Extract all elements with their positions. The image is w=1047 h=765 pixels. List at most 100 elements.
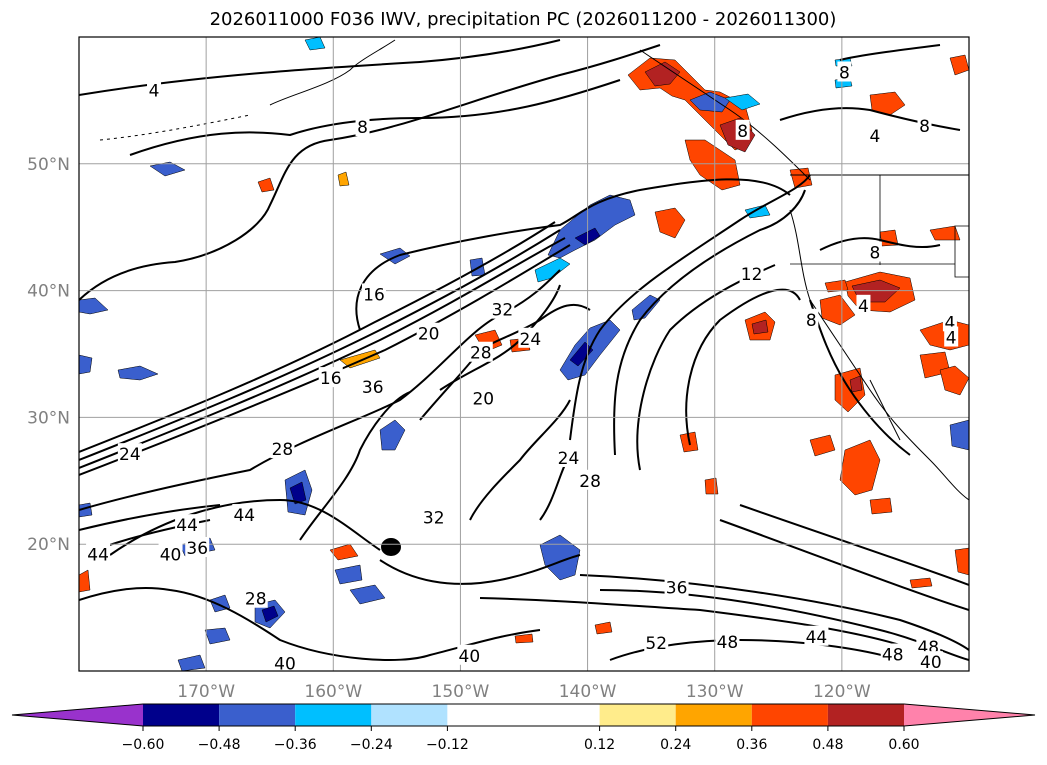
iwv-contour bbox=[579, 574, 969, 651]
colorbar-tick-label: 0.36 bbox=[736, 737, 767, 753]
precip-patch bbox=[261, 605, 279, 623]
iwv-contour bbox=[129, 79, 621, 156]
precip-patch bbox=[644, 61, 681, 87]
colorbar-tick-label: 0.60 bbox=[888, 737, 919, 753]
contour-label-bg bbox=[421, 506, 446, 527]
contour-label: 36 bbox=[362, 378, 384, 398]
alaska-peninsula-coast bbox=[269, 39, 396, 106]
contour-label: 36 bbox=[666, 578, 688, 598]
precip-patch bbox=[334, 564, 363, 585]
contour-label: 28 bbox=[579, 472, 601, 492]
colorbar-tick-label: −0.24 bbox=[350, 737, 393, 753]
lon-tick-label: 150°W bbox=[432, 682, 490, 702]
contour-label: 44 bbox=[233, 506, 255, 526]
contour-label-bg bbox=[735, 119, 750, 140]
contour-label: 36 bbox=[186, 539, 208, 559]
precip-patch bbox=[204, 627, 231, 645]
contour-label-bg bbox=[185, 537, 210, 558]
contour-label: 40 bbox=[920, 653, 942, 673]
coastlines bbox=[99, 39, 969, 501]
contour-label-bg bbox=[917, 114, 932, 135]
iwv-contour bbox=[79, 39, 561, 96]
precip-patch bbox=[751, 319, 769, 335]
contour-label: 48 bbox=[882, 646, 904, 666]
precip-patch bbox=[534, 257, 571, 283]
contour-label-bg bbox=[175, 514, 200, 535]
colorbar-segment bbox=[827, 704, 904, 726]
precip-patch bbox=[349, 584, 386, 605]
state-border bbox=[954, 225, 969, 278]
iwv-contour bbox=[79, 504, 221, 531]
contour-label: 4 bbox=[149, 81, 160, 101]
iwv-contour bbox=[739, 504, 969, 586]
baja-california bbox=[869, 379, 901, 441]
contour-label: 40 bbox=[274, 654, 296, 674]
contour-label-bg bbox=[867, 241, 882, 262]
precip-patch bbox=[704, 477, 719, 495]
colorbar-segment bbox=[675, 704, 752, 726]
contour-label: 8 bbox=[839, 64, 850, 84]
contour-label: 44 bbox=[176, 516, 198, 536]
iwv-contour bbox=[79, 237, 566, 469]
colorbar-segment bbox=[751, 704, 828, 726]
contour-label-bg bbox=[715, 630, 740, 651]
contour-label-bg bbox=[867, 124, 882, 145]
contour-label-bg bbox=[355, 116, 370, 137]
iwv-closed-contour bbox=[381, 538, 401, 556]
colorbar-tick-label: −0.60 bbox=[122, 737, 165, 753]
iwv-contour bbox=[719, 519, 969, 611]
colorbar-segment bbox=[599, 704, 676, 726]
iwv-contour bbox=[379, 554, 581, 585]
bc-coast bbox=[639, 49, 811, 181]
contour-label: 8 bbox=[870, 244, 881, 264]
contour-label: 8 bbox=[919, 117, 930, 137]
precip-patch bbox=[329, 543, 359, 561]
contour-label: 16 bbox=[363, 285, 385, 305]
contour-label-bg bbox=[918, 651, 943, 671]
precip-patch bbox=[304, 37, 326, 51]
precip-patch bbox=[539, 534, 581, 581]
precip-patch bbox=[819, 294, 856, 326]
contour-label-bg bbox=[147, 79, 162, 100]
contour-label-bg bbox=[804, 308, 819, 329]
colorbar-tick-label: −0.12 bbox=[426, 737, 469, 753]
lon-tick-label: 160°W bbox=[304, 682, 362, 702]
contour-label: 28 bbox=[245, 590, 267, 610]
aleutian-islands bbox=[99, 114, 251, 141]
colorbar-tick-label: −0.48 bbox=[198, 737, 241, 753]
contour-label: 12 bbox=[741, 265, 763, 285]
precip-patch bbox=[849, 375, 863, 393]
contour-label-bg bbox=[518, 327, 543, 348]
lat-tick-label: 50°N bbox=[27, 155, 70, 175]
precip-patch bbox=[337, 171, 350, 187]
gridlines bbox=[79, 37, 969, 671]
contour-label: 24 bbox=[520, 330, 542, 350]
precip-patch bbox=[929, 225, 961, 241]
contour-label: 20 bbox=[418, 325, 440, 345]
contour-label: 48 bbox=[717, 633, 739, 653]
map-title: 2026011000 F036 IWV, precipitation PC (2… bbox=[210, 9, 837, 30]
colorbar-segment bbox=[447, 704, 600, 726]
colorbar-tick-label: 0.48 bbox=[812, 737, 843, 753]
axis-labels: 50°N 40°N 30°N 20°N 170°W 160°W 150°W 140°W 130°… bbox=[27, 155, 871, 702]
lon-tick-label: 140°W bbox=[559, 682, 617, 702]
lon-tick-label: 170°W bbox=[177, 682, 235, 702]
precip-patch bbox=[654, 207, 686, 239]
contour-label-bg bbox=[86, 543, 111, 564]
iwv-contour bbox=[79, 229, 561, 461]
contour-label: 4 bbox=[946, 329, 957, 349]
contour-label-bg bbox=[664, 576, 689, 597]
contour-label: 44 bbox=[87, 545, 109, 565]
precip-patch bbox=[339, 349, 381, 369]
precip-patch bbox=[547, 194, 636, 259]
contour-label-bg bbox=[243, 587, 268, 608]
contour-label-bg bbox=[578, 469, 603, 490]
contour-label-bg bbox=[270, 438, 295, 459]
precip-patch bbox=[839, 439, 881, 496]
precip-patch bbox=[79, 569, 91, 593]
contour-label-bg bbox=[942, 311, 957, 332]
contour-label-bg bbox=[468, 341, 493, 362]
map-background bbox=[79, 37, 969, 671]
contour-label-bg bbox=[739, 263, 764, 284]
lat-tick-label: 40°N bbox=[27, 282, 70, 302]
